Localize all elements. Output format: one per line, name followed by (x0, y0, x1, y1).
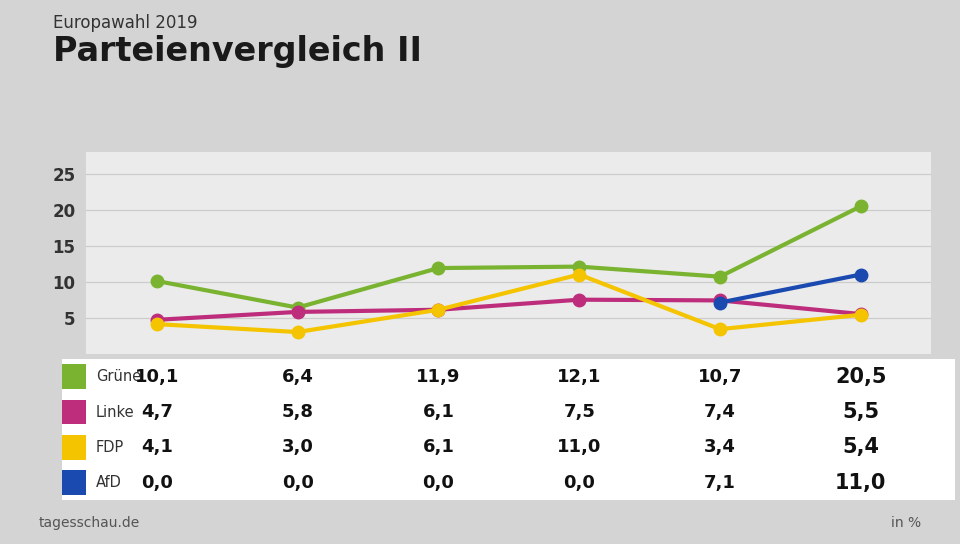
Text: Linke: Linke (96, 405, 134, 419)
Text: 0,0: 0,0 (281, 474, 314, 492)
Text: 4,7: 4,7 (141, 403, 173, 421)
Text: FDP: FDP (96, 440, 124, 455)
Text: 4,1: 4,1 (141, 438, 173, 456)
Text: 5,5: 5,5 (842, 402, 879, 422)
Text: 6,4: 6,4 (281, 368, 314, 386)
Text: 12,1: 12,1 (557, 368, 601, 386)
Text: tagesschau.de: tagesschau.de (38, 516, 139, 530)
Text: 7,4: 7,4 (704, 403, 736, 421)
Bar (62, 400, 86, 424)
Text: 6,1: 6,1 (422, 403, 454, 421)
Bar (62, 471, 86, 495)
Text: 11,0: 11,0 (557, 438, 601, 456)
Text: 10,1: 10,1 (134, 368, 179, 386)
Text: 20,5: 20,5 (835, 367, 886, 387)
Text: 0,0: 0,0 (141, 474, 173, 492)
Bar (62, 435, 86, 460)
Text: AfD: AfD (96, 475, 122, 490)
Text: 5,8: 5,8 (281, 403, 314, 421)
Text: 6,1: 6,1 (422, 438, 454, 456)
Text: 10,7: 10,7 (698, 368, 742, 386)
Text: 7,1: 7,1 (704, 474, 736, 492)
Text: 11,9: 11,9 (417, 368, 461, 386)
Text: 0,0: 0,0 (422, 474, 454, 492)
Bar (62, 364, 86, 389)
Text: 0,0: 0,0 (564, 474, 595, 492)
Text: 3,0: 3,0 (281, 438, 314, 456)
Text: Grüne: Grüne (96, 369, 141, 384)
Text: 3,4: 3,4 (704, 438, 736, 456)
Text: 7,5: 7,5 (564, 403, 595, 421)
Text: 11,0: 11,0 (835, 473, 886, 493)
Text: 5,4: 5,4 (842, 437, 879, 458)
Text: Parteienvergleich II: Parteienvergleich II (53, 35, 421, 69)
Text: in %: in % (892, 516, 922, 530)
Text: Europawahl 2019: Europawahl 2019 (53, 14, 198, 32)
